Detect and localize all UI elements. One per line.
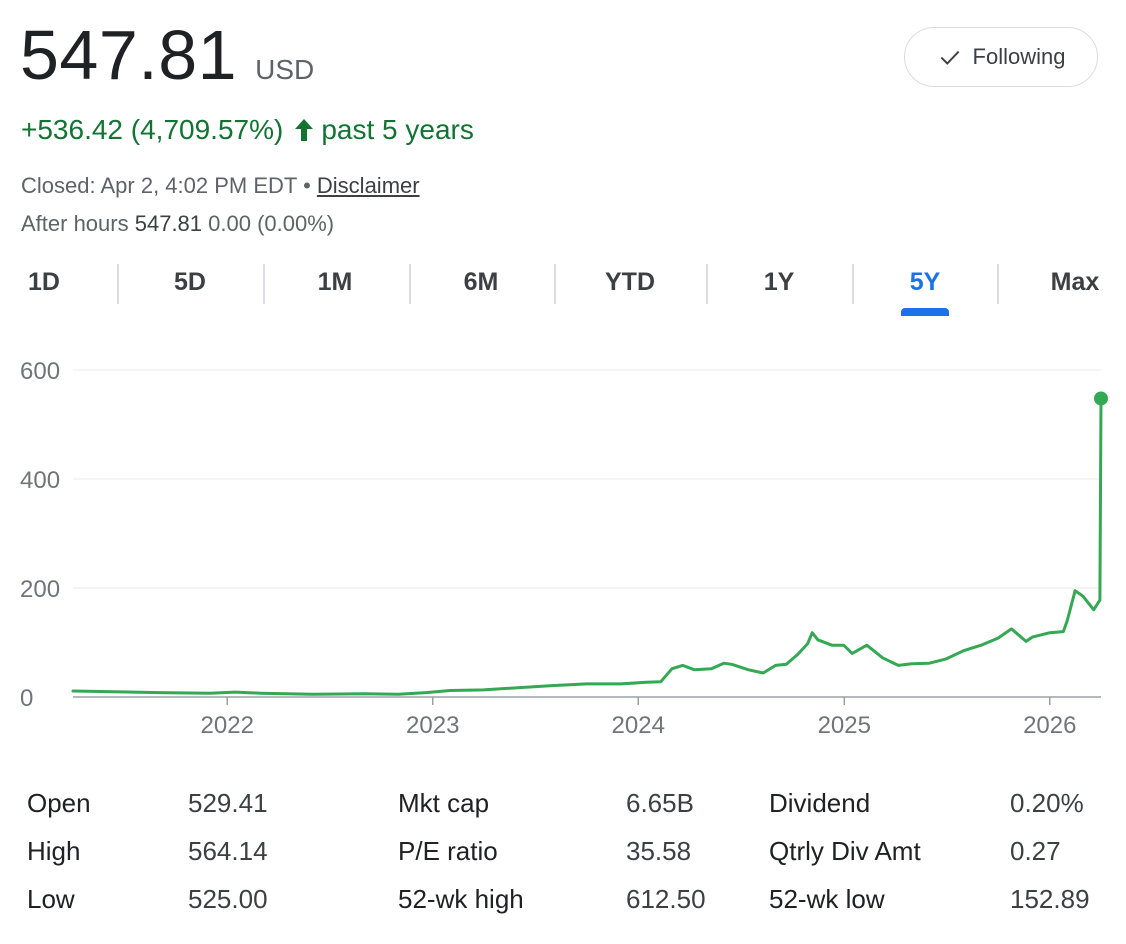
stat-value-pe-ratio: 35.58 xyxy=(626,836,692,866)
price-header: 547.81 USD xyxy=(20,20,314,90)
stat-value-low: 525.00 xyxy=(188,884,268,914)
after-hours-label: After hours xyxy=(21,211,129,236)
tab-6m[interactable]: 6M xyxy=(463,267,499,296)
tab-max[interactable]: Max xyxy=(1050,267,1100,296)
x-tick-label: 2026 xyxy=(1023,712,1076,739)
tab-5y[interactable]: 5Y xyxy=(909,267,941,296)
price-line xyxy=(71,396,1103,696)
y-tick-label: 0 xyxy=(20,685,33,712)
active-tab-indicator xyxy=(901,308,949,316)
tab-divider xyxy=(554,264,556,304)
tab-divider xyxy=(409,264,411,304)
tab-divider xyxy=(997,264,999,304)
tab-1d[interactable]: 1D xyxy=(28,267,60,296)
x-tick-label: 2022 xyxy=(201,712,254,739)
stat-label-dividend: Dividend xyxy=(769,788,871,818)
y-tick-label: 400 xyxy=(20,467,60,494)
stat-value-52wk-low: 152.89 xyxy=(1010,884,1090,914)
after-hours-price: 547.81 xyxy=(134,211,203,236)
following-button[interactable]: Following xyxy=(904,27,1098,87)
stat-label-52wk-low: 52-wk low xyxy=(769,884,885,914)
currency-label: USD xyxy=(255,54,315,85)
tab-1y[interactable]: 1Y xyxy=(763,267,795,296)
change-period: past 5 years xyxy=(321,114,474,145)
x-tick-label: 2023 xyxy=(406,712,459,739)
after-hours: After hours 547.81 0.00 (0.00%) xyxy=(21,211,334,237)
stat-value-52wk-high: 612.50 xyxy=(626,884,706,914)
stat-value-dividend: 0.20% xyxy=(1010,788,1084,818)
current-price: 547.81 xyxy=(20,16,238,94)
stat-label-high: High xyxy=(27,836,81,866)
separator-dot: • xyxy=(303,173,311,198)
disclaimer-link[interactable]: Disclaimer xyxy=(316,173,420,198)
stat-value-high: 564.14 xyxy=(188,836,268,866)
stat-label-low: Low xyxy=(27,884,75,914)
y-tick-label: 200 xyxy=(20,576,60,603)
market-status: Closed: Apr 2, 4:02 PM EDT • Disclaimer xyxy=(21,173,420,199)
stat-label-pe-ratio: P/E ratio xyxy=(398,836,498,866)
check-icon xyxy=(940,50,959,65)
x-tick-label: 2024 xyxy=(612,712,665,739)
following-label: Following xyxy=(972,44,1066,69)
last-price-point xyxy=(1094,391,1108,406)
tab-divider xyxy=(263,264,265,304)
closed-text: Closed: Apr 2, 4:02 PM EDT xyxy=(21,173,297,198)
tab-1m[interactable]: 1M xyxy=(317,267,353,296)
tab-5d[interactable]: 5D xyxy=(174,267,206,296)
after-hours-change: 0.00 (0.00%) xyxy=(208,211,335,236)
stat-label-mkt-cap: Mkt cap xyxy=(398,788,490,818)
x-tick-label: 2025 xyxy=(818,712,871,739)
price-chart[interactable]: 0 200 400 600 2022 2023 2024 2025 2026 xyxy=(0,340,1126,750)
change-value: +536.42 (4,709.57%) xyxy=(21,114,284,145)
range-tabs: 1D 5D 1M 6M YTD 1Y 5Y Max xyxy=(0,262,1126,316)
tab-ytd[interactable]: YTD xyxy=(605,267,655,296)
tab-divider xyxy=(706,264,708,304)
stat-value-mkt-cap: 6.65B xyxy=(626,788,694,818)
tab-divider xyxy=(852,264,854,304)
stat-value-qtrly-div: 0.27 xyxy=(1010,836,1061,866)
tab-divider xyxy=(117,264,119,304)
stat-label-open: Open xyxy=(27,788,91,818)
y-tick-label: 600 xyxy=(20,358,60,385)
price-change: +536.42 (4,709.57%) past 5 years xyxy=(21,114,474,146)
arrow-up-icon xyxy=(295,119,314,141)
stat-value-open: 529.41 xyxy=(188,788,268,818)
stat-label-52wk-high: 52-wk high xyxy=(398,884,524,914)
stat-label-qtrly-div: Qtrly Div Amt xyxy=(769,836,921,866)
